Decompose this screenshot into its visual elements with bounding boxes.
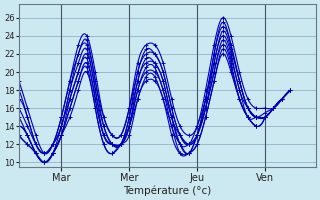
X-axis label: Température (°c): Température (°c): [123, 185, 212, 196]
